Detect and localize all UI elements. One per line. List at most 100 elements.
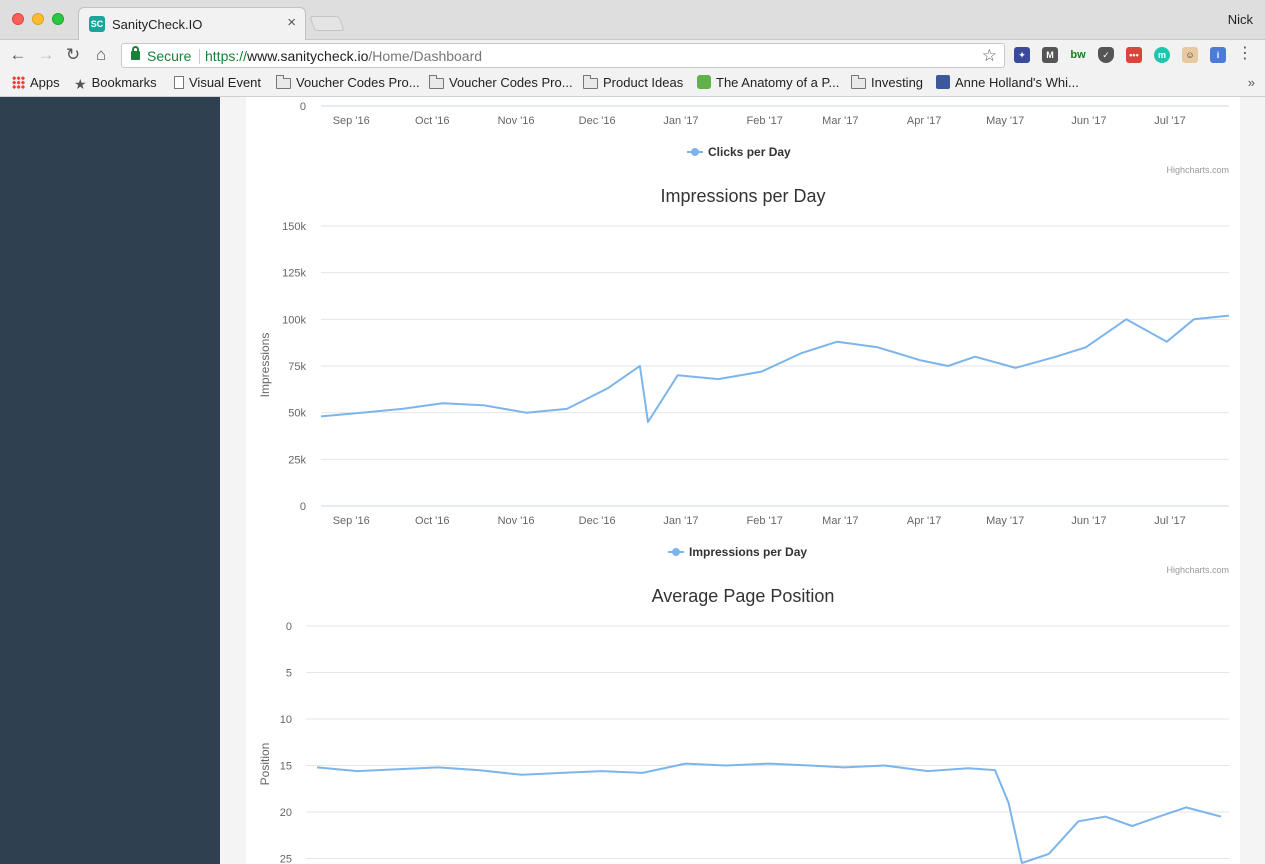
- position-chart: Average Page Position 0 5 10 15 20 25 Positio…: [258, 586, 1229, 864]
- bookmark-label: The Anatomy of a P...: [716, 75, 840, 90]
- bookmark-voucher-codes-1[interactable]: Voucher Codes Pro...: [276, 75, 420, 93]
- bookmark-visual-event[interactable]: Visual Event: [174, 75, 261, 93]
- x-tick-label: Jun '17: [1071, 515, 1106, 527]
- bookmarks-bar: Apps ★ Bookmarks Visual Event Voucher Cod…: [0, 71, 1265, 97]
- y-tick-label: 20: [280, 807, 292, 819]
- legend-impressions[interactable]: Impressions per Day: [668, 545, 807, 559]
- tab-sanitycheck[interactable]: SC SanityCheck.IO ×: [78, 7, 306, 41]
- dashboard-panel: 0 Sep '16 Oct '16 Nov '16 Dec '16 Jan '17 Feb…: [246, 97, 1240, 864]
- page-viewport: 0 Sep '16 Oct '16 Nov '16 Dec '16 Jan '17 Feb…: [0, 97, 1265, 864]
- chrome-menu-icon[interactable]: ⋮: [1237, 45, 1253, 62]
- x-tick-label: Apr '17: [907, 515, 942, 527]
- x-tick-label: Mar '17: [822, 515, 858, 527]
- position-series-line[interactable]: [316, 762, 1222, 864]
- bookmarks-overflow-button[interactable]: »: [1247, 75, 1255, 90]
- charts-canvas: 0 Sep '16 Oct '16 Nov '16 Dec '16 Jan '17 Feb…: [258, 101, 1230, 864]
- y-gridlines: [306, 625, 1229, 859]
- y-tick-labels: 0 25k 50k 75k 100k 125k 150k: [282, 221, 306, 513]
- y-tick-label: 25: [280, 854, 292, 864]
- x-tick-label: Feb '17: [746, 515, 782, 527]
- extension-person-icon[interactable]: i: [1210, 47, 1226, 63]
- legend-symbol-marker: [672, 548, 680, 556]
- bookmark-bookmarks[interactable]: ★ Bookmarks: [74, 75, 157, 93]
- pocket-icon[interactable]: ✓: [1098, 47, 1114, 63]
- bookmark-label: Voucher Codes Pro...: [449, 75, 573, 90]
- highcharts-credits[interactable]: Highcharts.com: [1166, 165, 1229, 175]
- reload-icon[interactable]: ↻: [65, 45, 81, 64]
- bookmark-label: Product Ideas: [603, 75, 684, 90]
- y-tick-label: 5: [286, 668, 292, 680]
- extension-m-icon[interactable]: M: [1042, 47, 1058, 63]
- x-tick-label: Jul '17: [1154, 515, 1185, 527]
- window-close-button[interactable]: [12, 13, 24, 25]
- new-tab-button[interactable]: [309, 16, 345, 31]
- close-tab-icon[interactable]: ×: [287, 14, 296, 31]
- x-tick-label: Oct '16: [415, 115, 450, 127]
- impressions-chart: Impressions per Day 0 25k 50k 75k 100k 125k 15…: [258, 186, 1230, 575]
- window-minimize-button[interactable]: [32, 13, 44, 25]
- legend-label: Impressions per Day: [689, 545, 807, 559]
- folder-icon: [851, 75, 866, 89]
- y-tick-label: 15: [280, 761, 292, 773]
- x-tick-label: May '17: [986, 115, 1024, 127]
- x-tick-label: Dec '16: [579, 515, 616, 527]
- secure-label: Secure: [147, 48, 192, 64]
- y-tick-label: 150k: [282, 221, 306, 233]
- legend-clicks[interactable]: Clicks per Day: [687, 145, 791, 159]
- extension-m-circle-icon[interactable]: m: [1154, 47, 1170, 63]
- x-tick-label: Nov '16: [498, 115, 535, 127]
- y-tick-labels: 0 5 10 15 20 25: [280, 621, 292, 864]
- impressions-series-line[interactable]: [320, 314, 1230, 423]
- bookmark-label: Voucher Codes Pro...: [296, 75, 420, 90]
- extension-bw-icon[interactable]: bw: [1070, 49, 1086, 61]
- legend-label: Clicks per Day: [708, 145, 791, 159]
- y-tick-label: 0: [300, 101, 306, 113]
- extension-icon-1[interactable]: ✦: [1014, 47, 1030, 63]
- url-scheme: https://: [205, 48, 248, 64]
- apps-icon: [12, 76, 25, 89]
- profile-name[interactable]: Nick: [1227, 12, 1253, 27]
- sidebar: [0, 97, 220, 864]
- url-host: www.sanitycheck.io: [247, 48, 369, 64]
- x-tick-labels: Sep '16 Oct '16 Nov '16 Dec '16 Jan '17 Feb '…: [333, 515, 1186, 527]
- y-tick-label: 75k: [288, 361, 306, 373]
- url-text[interactable]: https://www.sanitycheck.io/Home/Dashboar…: [205, 48, 482, 64]
- bookmark-investing[interactable]: Investing: [851, 75, 923, 93]
- home-icon[interactable]: ⌂: [95, 45, 107, 64]
- extension-dots-icon[interactable]: •••: [1126, 47, 1142, 63]
- x-tick-label: Jun '17: [1071, 115, 1106, 127]
- bookmark-label: Investing: [871, 75, 924, 90]
- bookmark-apps[interactable]: Apps: [12, 75, 60, 93]
- page-icon: [174, 76, 184, 89]
- back-arrow-icon[interactable]: ←: [9, 45, 27, 64]
- highcharts-credits[interactable]: Highcharts.com: [1166, 565, 1229, 575]
- x-tick-label: Sep '16: [333, 115, 370, 127]
- y-tick-label: 0: [300, 501, 306, 513]
- y-axis-title: Position: [258, 743, 272, 786]
- x-tick-label: Mar '17: [822, 115, 858, 127]
- bookmark-label: Anne Holland's Whi...: [955, 75, 1079, 90]
- address-bar[interactable]: Secure https://www.sanitycheck.io/Home/D…: [121, 43, 1005, 68]
- x-tick-labels: Sep '16 Oct '16 Nov '16 Dec '16 Jan '17 Feb '…: [333, 115, 1186, 127]
- bookmark-star-icon[interactable]: ☆: [981, 46, 997, 65]
- y-tick-label: 50k: [288, 408, 306, 420]
- x-tick-label: May '17: [986, 515, 1024, 527]
- evernote-icon: [697, 75, 711, 89]
- bookmark-voucher-codes-2[interactable]: Voucher Codes Pro...: [429, 75, 573, 93]
- forward-arrow-icon[interactable]: →: [37, 45, 55, 64]
- y-tick-label: 100k: [282, 314, 306, 326]
- folder-icon: [276, 75, 291, 89]
- folder-icon: [583, 75, 598, 89]
- window-maximize-button[interactable]: [52, 13, 64, 25]
- x-tick-label: Jan '17: [663, 515, 698, 527]
- url-path: /Home/Dashboard: [368, 48, 483, 64]
- y-tick-label: 125k: [282, 268, 306, 280]
- extension-face-icon[interactable]: ☺: [1182, 47, 1198, 63]
- x-tick-label: Dec '16: [579, 115, 616, 127]
- bookmark-anne-holland[interactable]: Anne Holland's Whi...: [936, 75, 1079, 93]
- bookmark-anatomy[interactable]: The Anatomy of a P...: [697, 75, 839, 93]
- y-tick-label: 10: [280, 714, 292, 726]
- x-tick-label: Jul '17: [1154, 115, 1185, 127]
- legend-symbol-marker: [691, 148, 699, 156]
- bookmark-product-ideas[interactable]: Product Ideas: [583, 75, 683, 93]
